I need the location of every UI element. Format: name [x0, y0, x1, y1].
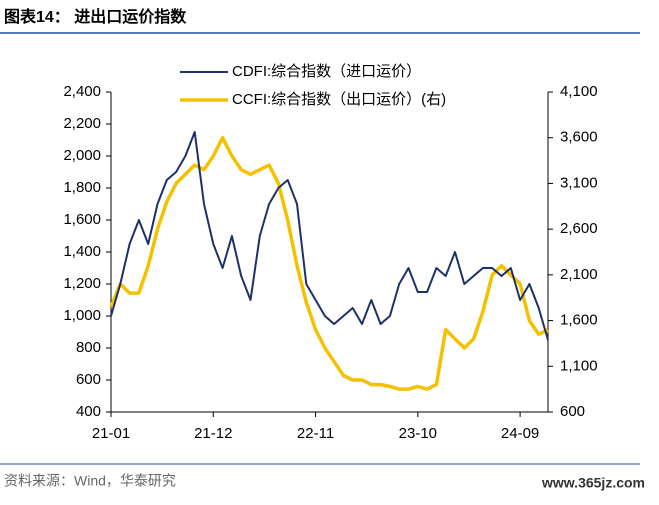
chart-title: 图表14： 进出口运价指数: [4, 7, 187, 26]
series-line: [110, 131, 549, 341]
y-tick-label: 1,000: [63, 307, 101, 324]
legend-label: CDFI:综合指数（进口运价）: [232, 63, 421, 80]
y-tick-label: 2,200: [63, 115, 101, 132]
watermark: www.365jz.com: [541, 475, 645, 491]
y-tick-label: 1,200: [63, 275, 101, 292]
y2-tick-label: 4,100: [560, 83, 598, 100]
y2-tick-label: 3,100: [560, 174, 598, 191]
x-tick-label: 21-12: [194, 425, 232, 442]
y-tick-label: 1,600: [63, 211, 101, 228]
source: 资料来源：Wind，华泰研究: [4, 473, 176, 489]
y2-tick-label: 2,600: [560, 220, 598, 237]
y-tick-label: 1,400: [63, 243, 101, 260]
y2-tick-label: 1,100: [560, 357, 598, 374]
y-tick-label: 800: [76, 339, 101, 356]
y2-tick-label: 2,100: [560, 266, 598, 283]
y2-tick-label: 3,600: [560, 129, 598, 146]
y-tick-label: 1,800: [63, 179, 101, 196]
x-tick-label: 21-01: [92, 425, 130, 442]
y-tick-label: 600: [76, 371, 101, 388]
y2-tick-label: 1,600: [560, 312, 598, 329]
series-line: [109, 135, 549, 391]
x-tick-label: 23-10: [399, 425, 437, 442]
x-tick-label: 22-11: [297, 425, 334, 442]
y2-tick-label: 600: [560, 403, 585, 420]
y-tick-label: 2,400: [63, 83, 101, 100]
y-tick-label: 2,000: [63, 147, 101, 164]
x-tick-label: 24-09: [501, 425, 539, 442]
legend-label: CCFI:综合指数（出口运价）(右): [232, 91, 446, 108]
y-tick-label: 400: [76, 403, 101, 420]
